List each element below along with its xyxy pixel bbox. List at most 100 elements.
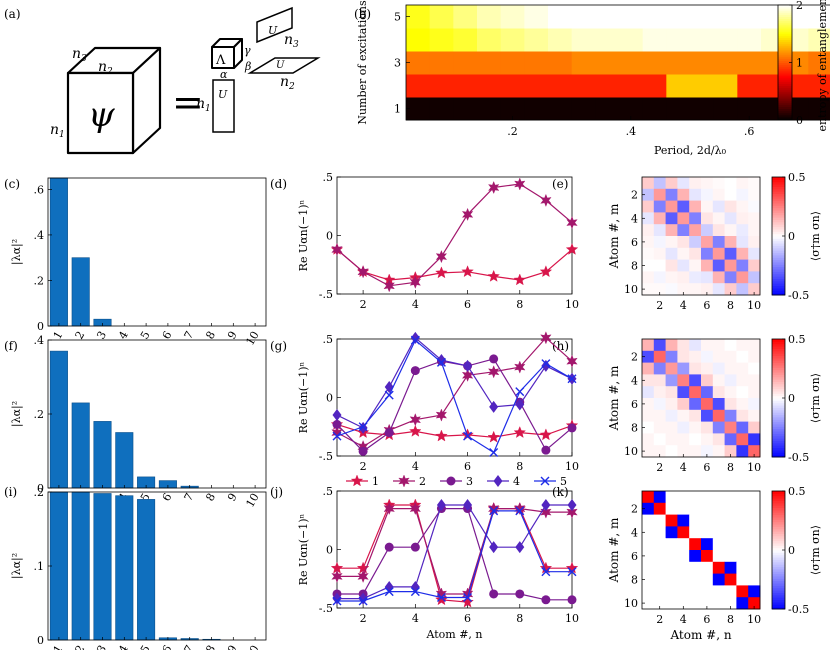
matrix-cell xyxy=(701,224,714,237)
matrix-cell xyxy=(665,597,678,610)
lambda-cube xyxy=(211,38,243,69)
colorbar-step xyxy=(778,100,792,104)
matrix-cell xyxy=(653,526,666,539)
matrix-cell xyxy=(689,386,702,399)
marker-circle xyxy=(541,595,551,605)
matrix-cell xyxy=(724,526,737,539)
colorbar-step xyxy=(772,372,785,375)
matrix-cell xyxy=(736,386,749,399)
marker-diamond xyxy=(410,331,420,344)
x-tick-label: 10 xyxy=(243,491,261,510)
matrix-cell xyxy=(677,247,690,260)
matrix-cell xyxy=(689,188,702,201)
colorbar-step xyxy=(772,261,785,265)
panel-b-ylabel: Number of excitations xyxy=(356,0,369,125)
matrix-cell xyxy=(701,177,714,190)
x-tick-label: 9 xyxy=(225,643,240,650)
colorbar-step xyxy=(778,58,792,62)
matrix-cell xyxy=(665,561,678,574)
matrix-cell xyxy=(677,200,690,213)
heat-cell xyxy=(477,5,502,29)
heat-cell xyxy=(571,97,596,121)
colorbar-step xyxy=(772,360,785,364)
colorbar-step xyxy=(772,550,785,553)
y-tick-label: 0 xyxy=(326,544,333,557)
colorbar-step xyxy=(778,72,792,75)
colorbar-label: ⟨σ†m σn⟩ xyxy=(809,525,822,575)
n1-sub: 1 xyxy=(59,130,65,140)
matrix-cell xyxy=(653,538,666,551)
matrix-cell xyxy=(642,386,655,399)
matrix-cell xyxy=(642,597,655,610)
series-line-5 xyxy=(336,339,573,454)
matrix-cell xyxy=(736,224,749,237)
x-tick-label: 4 xyxy=(116,643,131,650)
matrix-cell xyxy=(665,212,678,225)
panel-label-d: (d) xyxy=(270,177,287,191)
x-tick-label: 3 xyxy=(94,643,109,650)
colorbar-step xyxy=(772,364,785,368)
x-tick-label: 4 xyxy=(412,298,419,311)
colorbar-step xyxy=(772,233,785,237)
y-tick-label: 8 xyxy=(631,422,638,435)
heat-cell xyxy=(524,5,549,29)
y-tick-label: 0 xyxy=(37,634,44,647)
series-line-4 xyxy=(337,504,572,600)
heat-cell xyxy=(406,74,431,98)
colorbar-step xyxy=(772,184,785,187)
series-line-1 xyxy=(336,249,573,281)
x-tick-label: 8 xyxy=(727,461,734,474)
matrix-cell xyxy=(642,445,655,458)
gamma-index: γ xyxy=(244,44,251,57)
heat-cell xyxy=(690,28,715,52)
marker-diamond xyxy=(541,499,551,512)
matrix-cell xyxy=(748,526,761,539)
heat-cell xyxy=(713,97,738,121)
colorbar-step xyxy=(778,51,792,54)
matrix-cell xyxy=(665,283,678,296)
colorbar-step xyxy=(772,269,785,272)
matrix-cell xyxy=(665,445,678,458)
heat-cell xyxy=(524,74,549,98)
matrix-cell xyxy=(701,236,714,249)
x-tick-label: 10 xyxy=(747,613,761,626)
marker-x-stroke xyxy=(567,374,577,384)
x-tick-label: .4 xyxy=(626,125,637,138)
legend-label-3: 3 xyxy=(466,475,473,488)
colorbar-step xyxy=(772,390,785,394)
matrix-cell xyxy=(677,561,690,574)
colorbar-step xyxy=(772,524,785,527)
colorbar-step xyxy=(772,339,785,342)
matrix-cell xyxy=(689,502,702,515)
matrix-cell xyxy=(665,398,678,411)
bar xyxy=(49,177,68,327)
colorbar-step xyxy=(772,193,785,197)
panel-j-ylabel: Re Uαn(−1)ⁿ xyxy=(297,513,310,585)
colorbar-step xyxy=(772,243,785,246)
marker-x xyxy=(463,592,473,602)
matrix-cell xyxy=(736,200,749,213)
matrix-cell xyxy=(665,421,678,434)
matrix-cell xyxy=(736,561,749,574)
matrix-cell xyxy=(642,200,655,213)
colorbar-step xyxy=(772,440,785,444)
colorbar-step xyxy=(772,502,785,506)
y-tick-label: 8 xyxy=(631,260,638,273)
matrix-cell xyxy=(748,433,761,446)
colorbar-step xyxy=(772,533,785,537)
colorbar-step xyxy=(772,578,785,582)
matrix-cell xyxy=(748,585,761,598)
r-n1-sub: 1 xyxy=(205,104,211,114)
bar xyxy=(71,402,90,489)
panel-d-ylabel: Re Uαn(−1)ⁿ xyxy=(297,199,310,271)
colorbar-step xyxy=(772,240,785,244)
marker-x xyxy=(541,567,551,577)
matrix-cell xyxy=(748,283,761,296)
matrix-cell xyxy=(677,283,690,296)
colorbar-step xyxy=(772,559,785,563)
matrix-cell xyxy=(689,421,702,434)
marker-x-stroke xyxy=(332,431,342,441)
matrix-cell xyxy=(736,283,749,296)
y-tick-label: 0 xyxy=(326,230,333,243)
